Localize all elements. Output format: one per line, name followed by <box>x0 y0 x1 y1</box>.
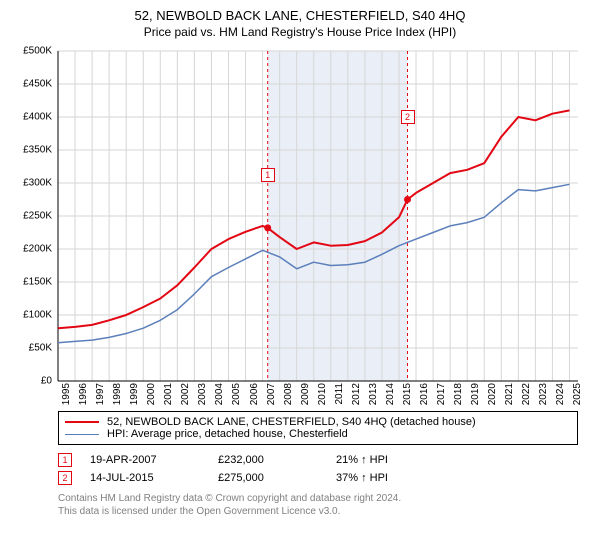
sale-delta: 37% ↑ HPI <box>336 472 476 484</box>
y-axis-label: £200K <box>8 244 52 255</box>
sale-row: 2 14-JUL-2015 £275,000 37% ↑ HPI <box>58 469 578 487</box>
y-axis-label: £150K <box>8 277 52 288</box>
legend-row: 52, NEWBOLD BACK LANE, CHESTERFIELD, S40… <box>65 416 571 428</box>
chart-area: £0£50K£100K£150K£200K£250K£300K£350K£400… <box>14 45 586 405</box>
y-axis-label: £400K <box>8 112 52 123</box>
footer-line: Contains HM Land Registry data © Crown c… <box>58 493 586 506</box>
y-axis-label: £0 <box>8 376 52 387</box>
sales-table: 1 19-APR-2007 £232,000 21% ↑ HPI 2 14-JUL-201… <box>58 451 578 487</box>
y-axis-label: £100K <box>8 310 52 321</box>
y-axis-label: £300K <box>8 178 52 189</box>
sale-marker-icon: 2 <box>58 471 72 485</box>
line-chart <box>14 45 586 405</box>
sale-marker: 2 <box>401 110 415 124</box>
sale-price: £275,000 <box>218 472 318 484</box>
legend-swatch <box>65 434 99 435</box>
legend-row: HPI: Average price, detached house, Ches… <box>65 428 571 440</box>
sale-delta: 21% ↑ HPI <box>336 454 476 466</box>
y-axis-label: £250K <box>8 211 52 222</box>
sale-date: 14-JUL-2015 <box>90 472 200 484</box>
y-axis-label: £50K <box>8 343 52 354</box>
legend-label: 52, NEWBOLD BACK LANE, CHESTERFIELD, S40… <box>107 416 476 428</box>
chart-subtitle: Price paid vs. HM Land Registry's House … <box>14 25 586 39</box>
legend: 52, NEWBOLD BACK LANE, CHESTERFIELD, S40… <box>58 411 578 445</box>
y-axis-label: £450K <box>8 79 52 90</box>
legend-label: HPI: Average price, detached house, Ches… <box>107 428 348 440</box>
page-container: 52, NEWBOLD BACK LANE, CHESTERFIELD, S40… <box>0 0 600 560</box>
sale-marker-icon: 1 <box>58 453 72 467</box>
y-axis-label: £350K <box>8 145 52 156</box>
legend-swatch <box>65 421 99 423</box>
sale-row: 1 19-APR-2007 £232,000 21% ↑ HPI <box>58 451 578 469</box>
sale-price: £232,000 <box>218 454 318 466</box>
sale-date: 19-APR-2007 <box>90 454 200 466</box>
chart-title: 52, NEWBOLD BACK LANE, CHESTERFIELD, S40… <box>14 8 586 23</box>
sale-marker: 1 <box>261 168 275 182</box>
footer-line: This data is licensed under the Open Gov… <box>58 506 586 519</box>
footer-attribution: Contains HM Land Registry data © Crown c… <box>58 493 586 518</box>
y-axis-label: £500K <box>8 46 52 57</box>
